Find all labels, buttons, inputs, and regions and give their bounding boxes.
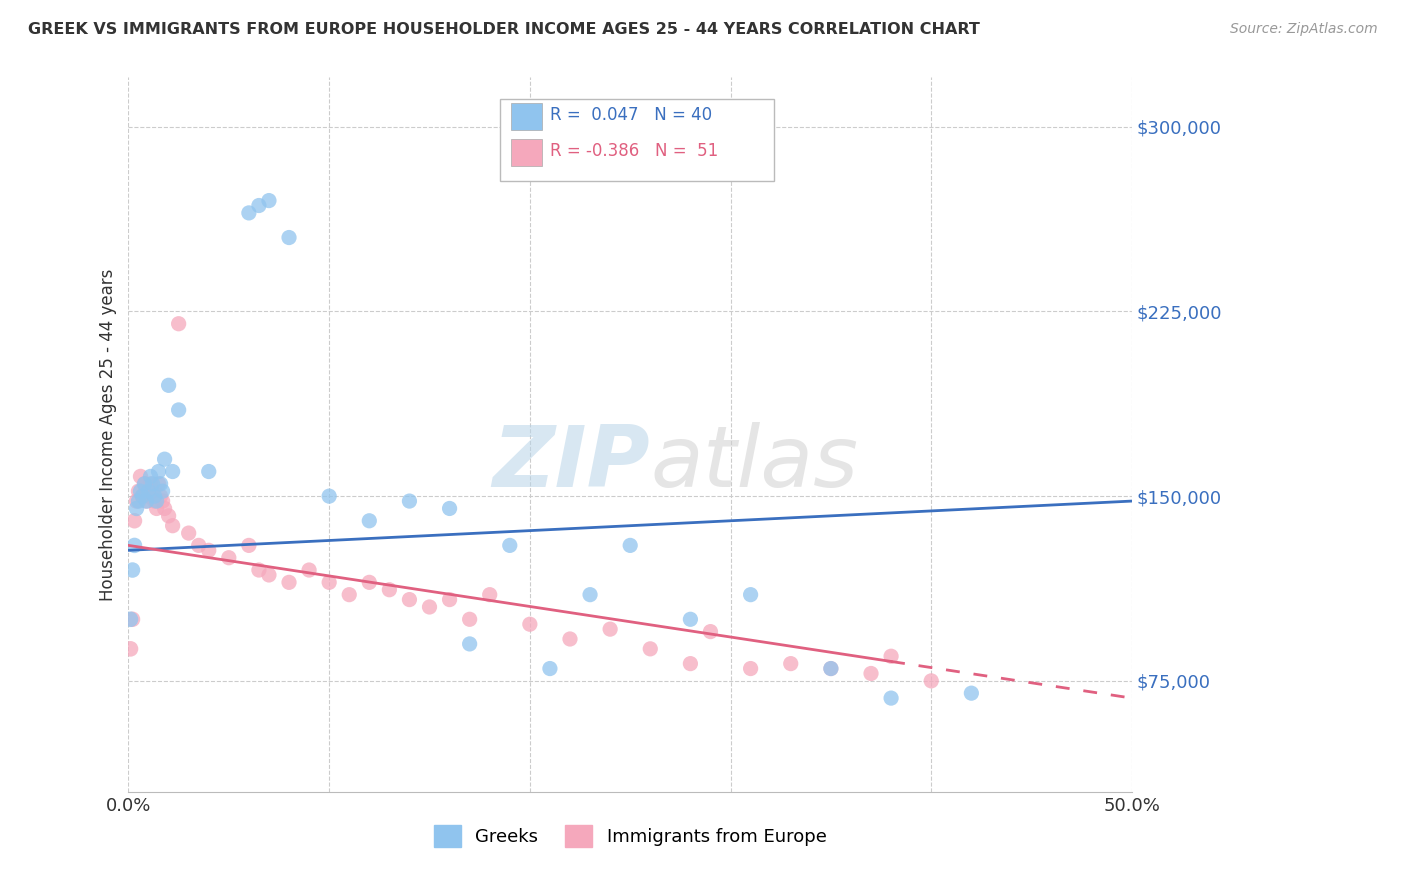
- Point: [558, 632, 581, 646]
- Text: Source: ZipAtlas.com: Source: ZipAtlas.com: [1230, 22, 1378, 37]
- Point: [247, 563, 270, 577]
- Point: [619, 538, 641, 552]
- Point: [238, 206, 260, 220]
- Point: [128, 484, 150, 499]
- Point: [298, 563, 321, 577]
- Point: [920, 673, 942, 688]
- Point: [142, 484, 165, 499]
- Text: ZIP: ZIP: [492, 422, 650, 505]
- Point: [779, 657, 801, 671]
- Point: [318, 489, 340, 503]
- Point: [820, 661, 842, 675]
- Point: [257, 194, 280, 208]
- Point: [398, 494, 420, 508]
- Point: [162, 465, 184, 479]
- Point: [599, 622, 621, 636]
- Point: [135, 494, 157, 508]
- Point: [153, 452, 176, 467]
- Point: [439, 501, 461, 516]
- Point: [218, 550, 240, 565]
- Point: [187, 538, 209, 552]
- Point: [129, 484, 152, 499]
- Point: [820, 661, 842, 675]
- Point: [128, 494, 150, 508]
- Point: [145, 501, 167, 516]
- Point: [120, 612, 142, 626]
- Legend: Greeks, Immigrants from Europe: Greeks, Immigrants from Europe: [426, 818, 834, 855]
- Point: [880, 691, 903, 706]
- Point: [148, 465, 170, 479]
- Point: [145, 494, 167, 508]
- Point: [960, 686, 983, 700]
- Point: [167, 317, 190, 331]
- Point: [153, 501, 176, 516]
- Point: [359, 575, 381, 590]
- Point: [579, 588, 602, 602]
- Y-axis label: Householder Income Ages 25 - 44 years: Householder Income Ages 25 - 44 years: [100, 268, 117, 600]
- Point: [124, 538, 146, 552]
- Point: [152, 484, 174, 499]
- Point: [167, 403, 190, 417]
- Point: [143, 489, 166, 503]
- Text: atlas: atlas: [650, 422, 858, 505]
- Point: [162, 518, 184, 533]
- Point: [458, 637, 481, 651]
- Point: [142, 476, 165, 491]
- Point: [131, 489, 153, 503]
- Point: [740, 588, 762, 602]
- Point: [499, 538, 522, 552]
- Point: [149, 476, 172, 491]
- Point: [134, 476, 156, 491]
- Point: [177, 526, 200, 541]
- Point: [458, 612, 481, 626]
- Point: [538, 661, 561, 675]
- Point: [740, 661, 762, 675]
- Point: [134, 476, 156, 491]
- Point: [138, 489, 160, 503]
- Point: [124, 514, 146, 528]
- Point: [238, 538, 260, 552]
- Text: GREEK VS IMMIGRANTS FROM EUROPE HOUSEHOLDER INCOME AGES 25 - 44 YEARS CORRELATIO: GREEK VS IMMIGRANTS FROM EUROPE HOUSEHOL…: [28, 22, 980, 37]
- Point: [247, 198, 270, 212]
- Point: [148, 476, 170, 491]
- Point: [125, 501, 148, 516]
- Point: [120, 641, 142, 656]
- Point: [318, 575, 340, 590]
- Point: [135, 494, 157, 508]
- Point: [139, 469, 162, 483]
- Point: [398, 592, 420, 607]
- Point: [478, 588, 501, 602]
- Point: [418, 599, 440, 614]
- Point: [149, 489, 172, 503]
- Point: [121, 563, 143, 577]
- Point: [679, 612, 702, 626]
- Point: [197, 543, 219, 558]
- Point: [378, 582, 401, 597]
- Point: [519, 617, 541, 632]
- Point: [638, 641, 661, 656]
- Point: [880, 649, 903, 664]
- Point: [439, 592, 461, 607]
- Point: [143, 494, 166, 508]
- Point: [359, 514, 381, 528]
- Point: [860, 666, 883, 681]
- Point: [157, 378, 180, 392]
- Point: [337, 588, 360, 602]
- Point: [121, 612, 143, 626]
- Point: [278, 575, 301, 590]
- Point: [129, 469, 152, 483]
- Point: [139, 476, 162, 491]
- Point: [257, 568, 280, 582]
- Text: R =  0.047   N = 40: R = 0.047 N = 40: [550, 106, 713, 124]
- Point: [152, 494, 174, 508]
- Point: [679, 657, 702, 671]
- Point: [699, 624, 721, 639]
- Point: [197, 465, 219, 479]
- Point: [131, 489, 153, 503]
- Point: [157, 508, 180, 523]
- Point: [125, 494, 148, 508]
- Point: [278, 230, 301, 244]
- Point: [138, 484, 160, 499]
- Text: R = -0.386   N =  51: R = -0.386 N = 51: [550, 142, 718, 160]
